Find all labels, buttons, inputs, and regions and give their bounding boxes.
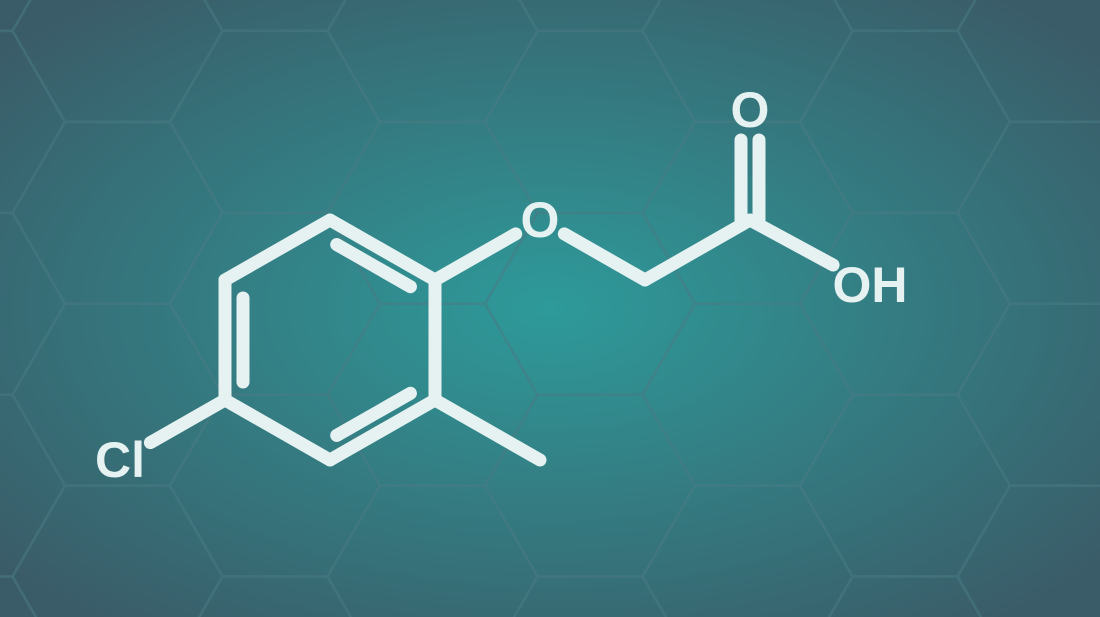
atom-label-O_dbl: O	[731, 81, 770, 139]
molecule-structure	[0, 0, 1100, 617]
figure-canvas: Cl O O OH	[0, 0, 1100, 617]
atom-label-O_ether: O	[521, 191, 560, 249]
atom-label-OH: OH	[833, 256, 908, 314]
atom-label-Cl: Cl	[95, 431, 145, 489]
